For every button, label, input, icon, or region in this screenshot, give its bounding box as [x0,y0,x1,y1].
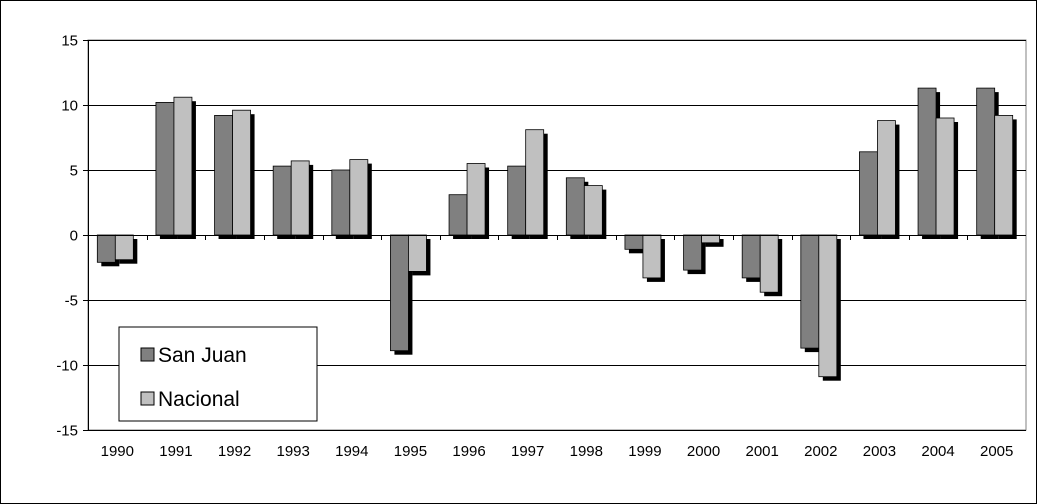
x-tick-label: 1998 [570,443,603,460]
x-tick-label: 1995 [394,443,427,460]
y-tick-label: 0 [70,228,78,245]
x-tick-label: 2002 [804,443,837,460]
bar-san-juan-1995 [390,234,409,352]
bar-nacional-1998 [583,185,603,236]
x-tick-label: 1992 [218,443,251,460]
bar-nacional-2003 [877,120,896,236]
bar-nacional-1999 [642,234,662,279]
bar-nacional-1997 [525,129,545,236]
x-axis: 1990 1991 1992 1993 1994 1995 1996 1997 1998 1999… [88,235,1026,460]
y-tick-label: 15 [61,33,78,50]
bar-san-juan-1990 [96,234,116,263]
bar-san-juan-1994 [331,169,351,236]
bar-nacional-1994 [349,159,369,236]
bar-san-juan-1996 [448,194,468,236]
x-tick-label: 2004 [921,443,954,460]
bar-nacional-2000 [701,234,720,244]
legend-swatch-san-juan [140,347,155,362]
legend-label-san-juan: San Juan [158,344,247,367]
x-tick-label: 1991 [159,443,192,460]
x-tick-label: 1994 [335,443,368,460]
legend-swatch-nacional [140,391,155,406]
legend-label-nacional: Nacional [158,388,240,411]
bar-san-juan-1999 [624,234,644,250]
bar-san-juan-2000 [683,234,702,271]
x-tick-label: 1997 [511,443,544,460]
x-tick-label: 2003 [863,443,896,460]
bar-san-juan-2003 [859,151,878,236]
y-tick-label: -5 [65,293,78,310]
bar-nacional-1990 [114,234,134,261]
y-tick-label: -15 [56,423,78,440]
bar-nacional-1992 [232,109,251,236]
legend: San Juan Nacional [118,326,318,422]
bar-san-juan-2001 [741,234,761,279]
x-tick-label: 2001 [746,443,779,460]
bar-nacional-2005 [994,115,1014,236]
x-tick-label: 2000 [687,443,720,460]
bar-san-juan-2004 [917,87,937,236]
bars [96,87,1014,378]
bar-san-juan-1991 [155,102,175,236]
y-axis: -15 -10 -5 0 5 10 15 [56,33,89,440]
bar-nacional-1991 [173,96,193,236]
x-tick-label: 1993 [277,443,310,460]
y-tick-label: 5 [70,163,78,180]
bar-nacional-1995 [408,234,427,272]
bar-san-juan-2005 [976,87,996,236]
bar-san-juan-2002 [800,234,820,349]
y-tick-label: 10 [61,98,78,115]
bar-nacional-1996 [466,163,486,236]
bar-san-juan-1998 [565,177,585,236]
bar-nacional-2002 [818,234,838,378]
x-tick-label: 2005 [980,443,1013,460]
bar-nacional-2004 [935,117,955,236]
x-tick-label: 1996 [452,443,485,460]
bar-san-juan-1993 [272,165,292,236]
x-tick-label: 1990 [101,443,134,460]
bar-nacional-1993 [290,160,310,236]
x-tick-label: 1999 [628,443,661,460]
bar-san-juan-1992 [214,115,233,236]
bar-san-juan-1997 [507,165,527,236]
y-tick-label: -10 [56,358,78,375]
bar-nacional-2001 [759,234,779,293]
